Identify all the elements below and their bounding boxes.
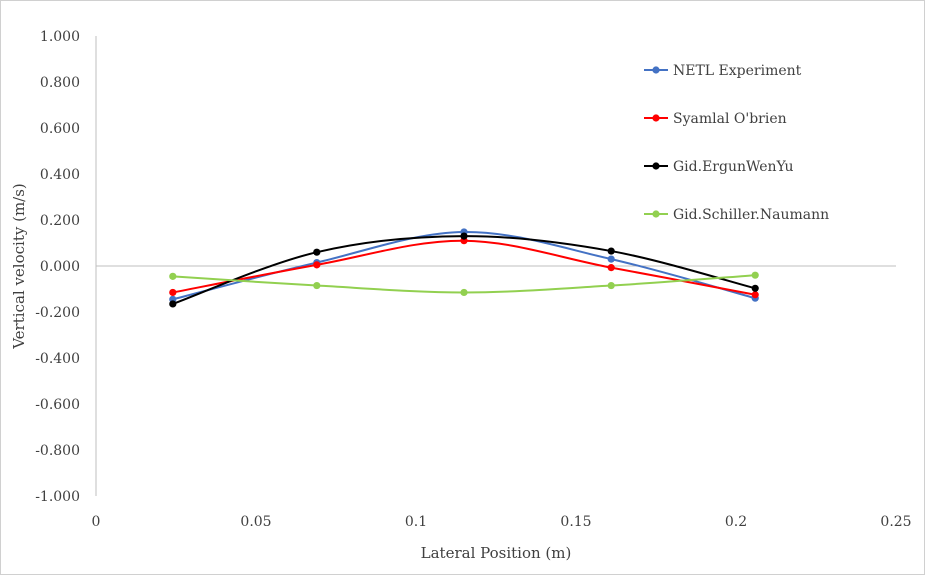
series-3 — [169, 271, 759, 297]
legend-label: Syamlal O'brien — [673, 111, 787, 127]
legend-entry: Gid.Schiller.Naumann — [644, 207, 829, 223]
data-point — [607, 281, 615, 290]
data-point — [751, 291, 759, 299]
y-tick-label: 0.600 — [40, 121, 80, 137]
data-point — [607, 255, 615, 263]
legend-label: Gid.Schiller.Naumann — [673, 207, 829, 223]
legend: NETL Experiment Syamlal O'brien Gid.ErgunW… — [644, 63, 829, 223]
legend-swatch-marker — [652, 162, 660, 170]
legend-swatch-marker — [652, 114, 660, 122]
data-point — [751, 284, 759, 292]
data-point — [460, 288, 468, 297]
y-tick-label: 0.800 — [40, 75, 80, 91]
y-tick-label: 1.000 — [40, 29, 80, 45]
y-tick-label: -1.000 — [35, 489, 80, 505]
x-tick-label: 0.1 — [405, 514, 427, 530]
y-axis-title: Vertical velocity (m/s) — [10, 183, 28, 350]
y-tick-label: -0.400 — [35, 351, 80, 367]
data-point — [607, 247, 615, 255]
y-tick-label: -0.600 — [35, 397, 80, 413]
data-point — [313, 281, 321, 290]
axes: 1.000 0.800 0.600 0.400 0.200 0.000 -0.200 -0.4… — [35, 29, 911, 530]
data-point — [607, 264, 615, 272]
legend-label: NETL Experiment — [673, 63, 802, 79]
data-point — [169, 300, 177, 308]
legend-entry: NETL Experiment — [644, 63, 802, 79]
y-tick-label: 0.400 — [40, 167, 80, 183]
x-tick-label: 0.05 — [240, 514, 271, 530]
y-tick-label: -0.200 — [35, 305, 80, 321]
legend-swatch-marker — [652, 210, 660, 218]
data-point — [313, 261, 321, 269]
legend-entry: Syamlal O'brien — [644, 111, 787, 127]
x-tick-label: 0.25 — [880, 514, 911, 530]
series-line — [172, 239, 756, 296]
x-tick-label: 0.15 — [560, 514, 591, 530]
x-tick-label: 0.2 — [725, 514, 747, 530]
x-tick-label: 0 — [92, 514, 101, 530]
series-1 — [169, 237, 759, 299]
series-layer — [169, 228, 759, 308]
data-point — [460, 232, 468, 240]
y-tick-label: -0.800 — [35, 443, 80, 459]
y-tick-label: 0.000 — [40, 259, 80, 275]
series-2 — [169, 232, 759, 308]
data-point — [169, 288, 177, 297]
legend-label: Gid.ErgunWenYu — [673, 159, 794, 175]
x-axis-title: Lateral Position (m) — [421, 544, 572, 562]
legend-swatch-marker — [652, 66, 660, 74]
data-point — [169, 272, 177, 280]
data-point — [313, 248, 321, 256]
data-point — [751, 271, 759, 279]
legend-entry: Gid.ErgunWenYu — [644, 159, 794, 175]
y-tick-label: 0.200 — [40, 213, 80, 229]
